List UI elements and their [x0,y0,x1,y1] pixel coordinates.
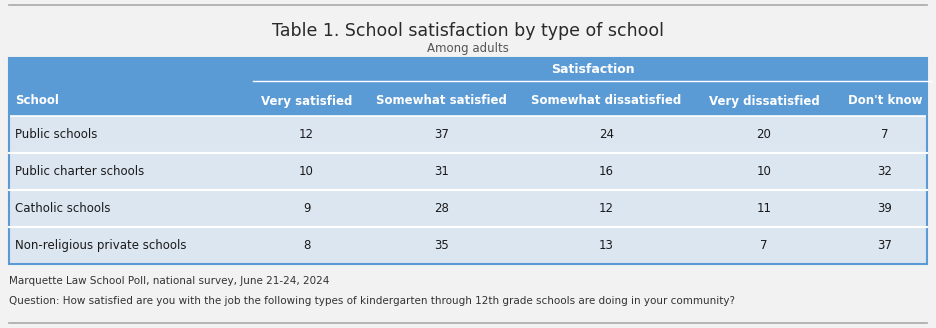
Text: 37: 37 [878,239,892,252]
Text: Marquette Law School Poll, national survey, June 21-24, 2024: Marquette Law School Poll, national surv… [9,276,329,286]
Text: 12: 12 [299,128,314,141]
Bar [9,58,927,264]
Text: 35: 35 [434,239,449,252]
Text: 16: 16 [599,165,614,178]
Text: School: School [15,94,59,108]
Text: Public charter schools: Public charter schools [15,165,144,178]
Text: Don't know: Don't know [848,94,922,108]
Text: Satisfaction: Satisfaction [550,63,635,76]
Text: 28: 28 [434,202,449,215]
Text: Among adults: Among adults [427,42,509,55]
Bar [9,227,927,264]
Text: Somewhat dissatisfied: Somewhat dissatisfied [532,94,681,108]
Text: Public schools: Public schools [15,128,97,141]
Bar [9,116,927,153]
Text: 37: 37 [434,128,449,141]
Text: 31: 31 [434,165,449,178]
Text: 13: 13 [599,239,614,252]
Text: 20: 20 [756,128,771,141]
Text: 10: 10 [300,165,314,178]
Text: 12: 12 [599,202,614,215]
Text: Very satisfied: Very satisfied [261,94,352,108]
Text: 32: 32 [878,165,892,178]
Text: 7: 7 [882,128,889,141]
Text: 39: 39 [878,202,892,215]
Text: 10: 10 [756,165,771,178]
Text: Very dissatisfied: Very dissatisfied [709,94,819,108]
Text: 24: 24 [599,128,614,141]
Text: 7: 7 [760,239,768,252]
Bar [9,86,927,116]
Text: Non-religious private schools: Non-religious private schools [15,239,186,252]
Text: Somewhat satisfied: Somewhat satisfied [376,94,507,108]
Text: 9: 9 [302,202,310,215]
Text: 8: 8 [303,239,310,252]
Bar [9,190,927,227]
Text: Question: How satisfied are you with the job the following types of kindergarten: Question: How satisfied are you with the… [9,296,735,306]
Text: Table 1. School satisfaction by type of school: Table 1. School satisfaction by type of … [272,22,664,40]
Bar [9,153,927,190]
Bar [9,58,927,86]
Text: Catholic schools: Catholic schools [15,202,110,215]
Text: 11: 11 [756,202,771,215]
